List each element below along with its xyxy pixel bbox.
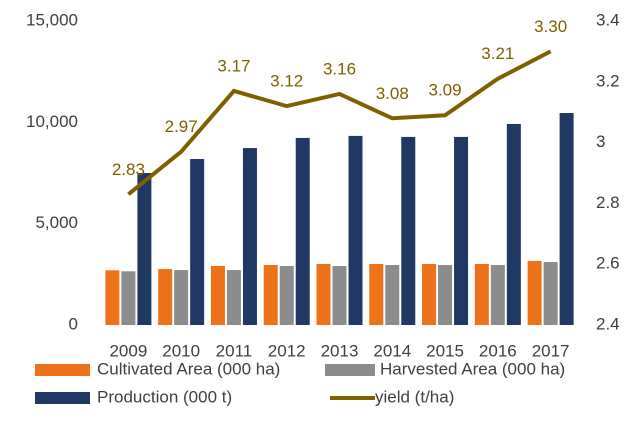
bar (474, 263, 489, 325)
bar (454, 136, 469, 325)
bar (210, 266, 225, 325)
y2-tick-label: 2.4 (596, 314, 620, 333)
bar (438, 265, 453, 325)
bar (490, 265, 505, 325)
legend-label: Harvested Area (000 ha) (380, 359, 565, 378)
bar (506, 123, 521, 325)
data-label: 3.30 (534, 17, 567, 36)
y-tick-label: 10,000 (26, 112, 78, 131)
x-tick-label: 2010 (162, 341, 200, 360)
bar (295, 137, 310, 325)
y2-tick-label: 2.8 (596, 193, 620, 212)
x-tick-label: 2014 (373, 341, 411, 360)
y2-tick-label: 3.4 (596, 10, 620, 29)
yield-line (127, 49, 552, 196)
legend-swatch (325, 364, 375, 376)
y-tick-label: 5,000 (35, 213, 78, 232)
bar (158, 269, 173, 325)
bar (527, 260, 542, 325)
y2-tick-label: 3.2 (596, 71, 620, 90)
data-label: 2.83 (112, 160, 145, 179)
data-label: 3.09 (429, 81, 462, 100)
data-label: 3.17 (217, 56, 250, 75)
x-tick-label: 2011 (216, 341, 253, 360)
bar (174, 270, 189, 325)
legend-swatch (35, 392, 90, 404)
x-tick-label: 2015 (426, 341, 464, 360)
bar (242, 148, 257, 325)
bar (105, 270, 120, 325)
bar (559, 113, 574, 325)
data-label: 3.21 (481, 44, 514, 63)
bar (422, 263, 437, 325)
x-tick-label: 2009 (109, 341, 147, 360)
bar (385, 265, 400, 325)
bar (121, 271, 136, 325)
legend-swatch (35, 364, 90, 376)
legend-label: Production (000 t) (97, 387, 232, 406)
bar (332, 266, 347, 325)
data-label: 2.97 (165, 117, 198, 136)
y2-tick-label: 3 (596, 132, 605, 151)
x-tick-label: 2012 (268, 341, 306, 360)
legend-label: Cultivated Area (000 ha) (97, 359, 280, 378)
bar (279, 266, 294, 325)
y-tick-label: 0 (69, 314, 78, 333)
legend-label: yield (t/ha) (375, 387, 454, 406)
bar (369, 263, 384, 325)
bar (226, 270, 241, 325)
bar (401, 136, 416, 325)
y2-tick-label: 2.6 (596, 254, 620, 273)
x-tick-label: 2017 (532, 341, 570, 360)
x-tick-label: 2016 (479, 341, 517, 360)
bar (348, 135, 363, 325)
x-tick-label: 2013 (321, 341, 359, 360)
bar (263, 265, 278, 325)
data-label: 3.16 (323, 59, 356, 78)
data-label: 3.08 (376, 84, 409, 103)
bar (137, 173, 152, 325)
bar (543, 261, 558, 325)
data-label: 3.12 (270, 72, 303, 91)
bar (190, 159, 205, 325)
bar (316, 263, 331, 325)
y-tick-label: 15,000 (26, 10, 78, 29)
